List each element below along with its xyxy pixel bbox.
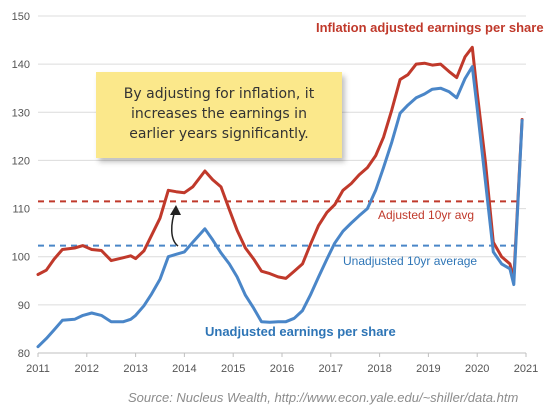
y-tick-label: 90 xyxy=(18,300,30,312)
source-note: Source: Nucleus Wealth, http://www.econ.… xyxy=(128,390,519,405)
y-tick-label: 100 xyxy=(12,252,30,264)
x-tick-label: 2013 xyxy=(123,363,147,375)
annotation-line-2: increases the earnings in xyxy=(131,106,307,122)
annotation-text: By adjusting for inflation, it increases… xyxy=(96,84,342,144)
legend-inflation-adjusted: Inflation adjusted earnings per share xyxy=(316,20,544,35)
series-inflation-adjusted-line xyxy=(36,45,524,280)
y-tick-label: 80 xyxy=(18,348,30,360)
x-tick-label: 2020 xyxy=(465,363,489,375)
x-tick-label: 2021 xyxy=(514,363,538,375)
annotation-callout: By adjusting for inflation, it increases… xyxy=(96,72,342,158)
x-tick-label: 2015 xyxy=(221,363,245,375)
y-tick-label: 140 xyxy=(12,59,30,71)
annotation-line-3: earlier years significantly. xyxy=(129,126,309,142)
reference-lines xyxy=(38,200,522,247)
series-lines xyxy=(36,45,524,349)
y-tick-label: 120 xyxy=(12,155,30,167)
x-tick-label: 2017 xyxy=(319,363,343,375)
annotation-arrow xyxy=(170,205,181,247)
x-tick-label: 2012 xyxy=(75,363,99,375)
y-tick-label: 150 xyxy=(12,11,30,23)
x-tick-label: 2011 xyxy=(26,363,50,375)
label-adjusted-avg: Adjusted 10yr avg xyxy=(378,208,474,222)
y-tick-label: 130 xyxy=(12,107,30,119)
x-tick-label: 2018 xyxy=(367,363,391,375)
x-tick-label: 2014 xyxy=(172,363,196,375)
gridlines xyxy=(38,15,526,354)
y-tick-label: 110 xyxy=(12,204,30,216)
x-tick-label: 2016 xyxy=(270,363,294,375)
legend-unadjusted: Unadjusted earnings per share xyxy=(205,324,396,339)
annotation-line-1: By adjusting for inflation, it xyxy=(123,86,315,102)
y-axis-ticks: 80 90 100 110 120 130 140 150 xyxy=(12,11,30,360)
label-unadjusted-avg: Unadjusted 10yr average xyxy=(343,254,477,268)
x-tick-label: 2019 xyxy=(416,363,440,375)
x-axis-ticks: 2011 2012 2013 2014 2015 2016 2017 2018 2019 2020… xyxy=(26,353,538,375)
series-unadjusted-line xyxy=(36,65,524,349)
